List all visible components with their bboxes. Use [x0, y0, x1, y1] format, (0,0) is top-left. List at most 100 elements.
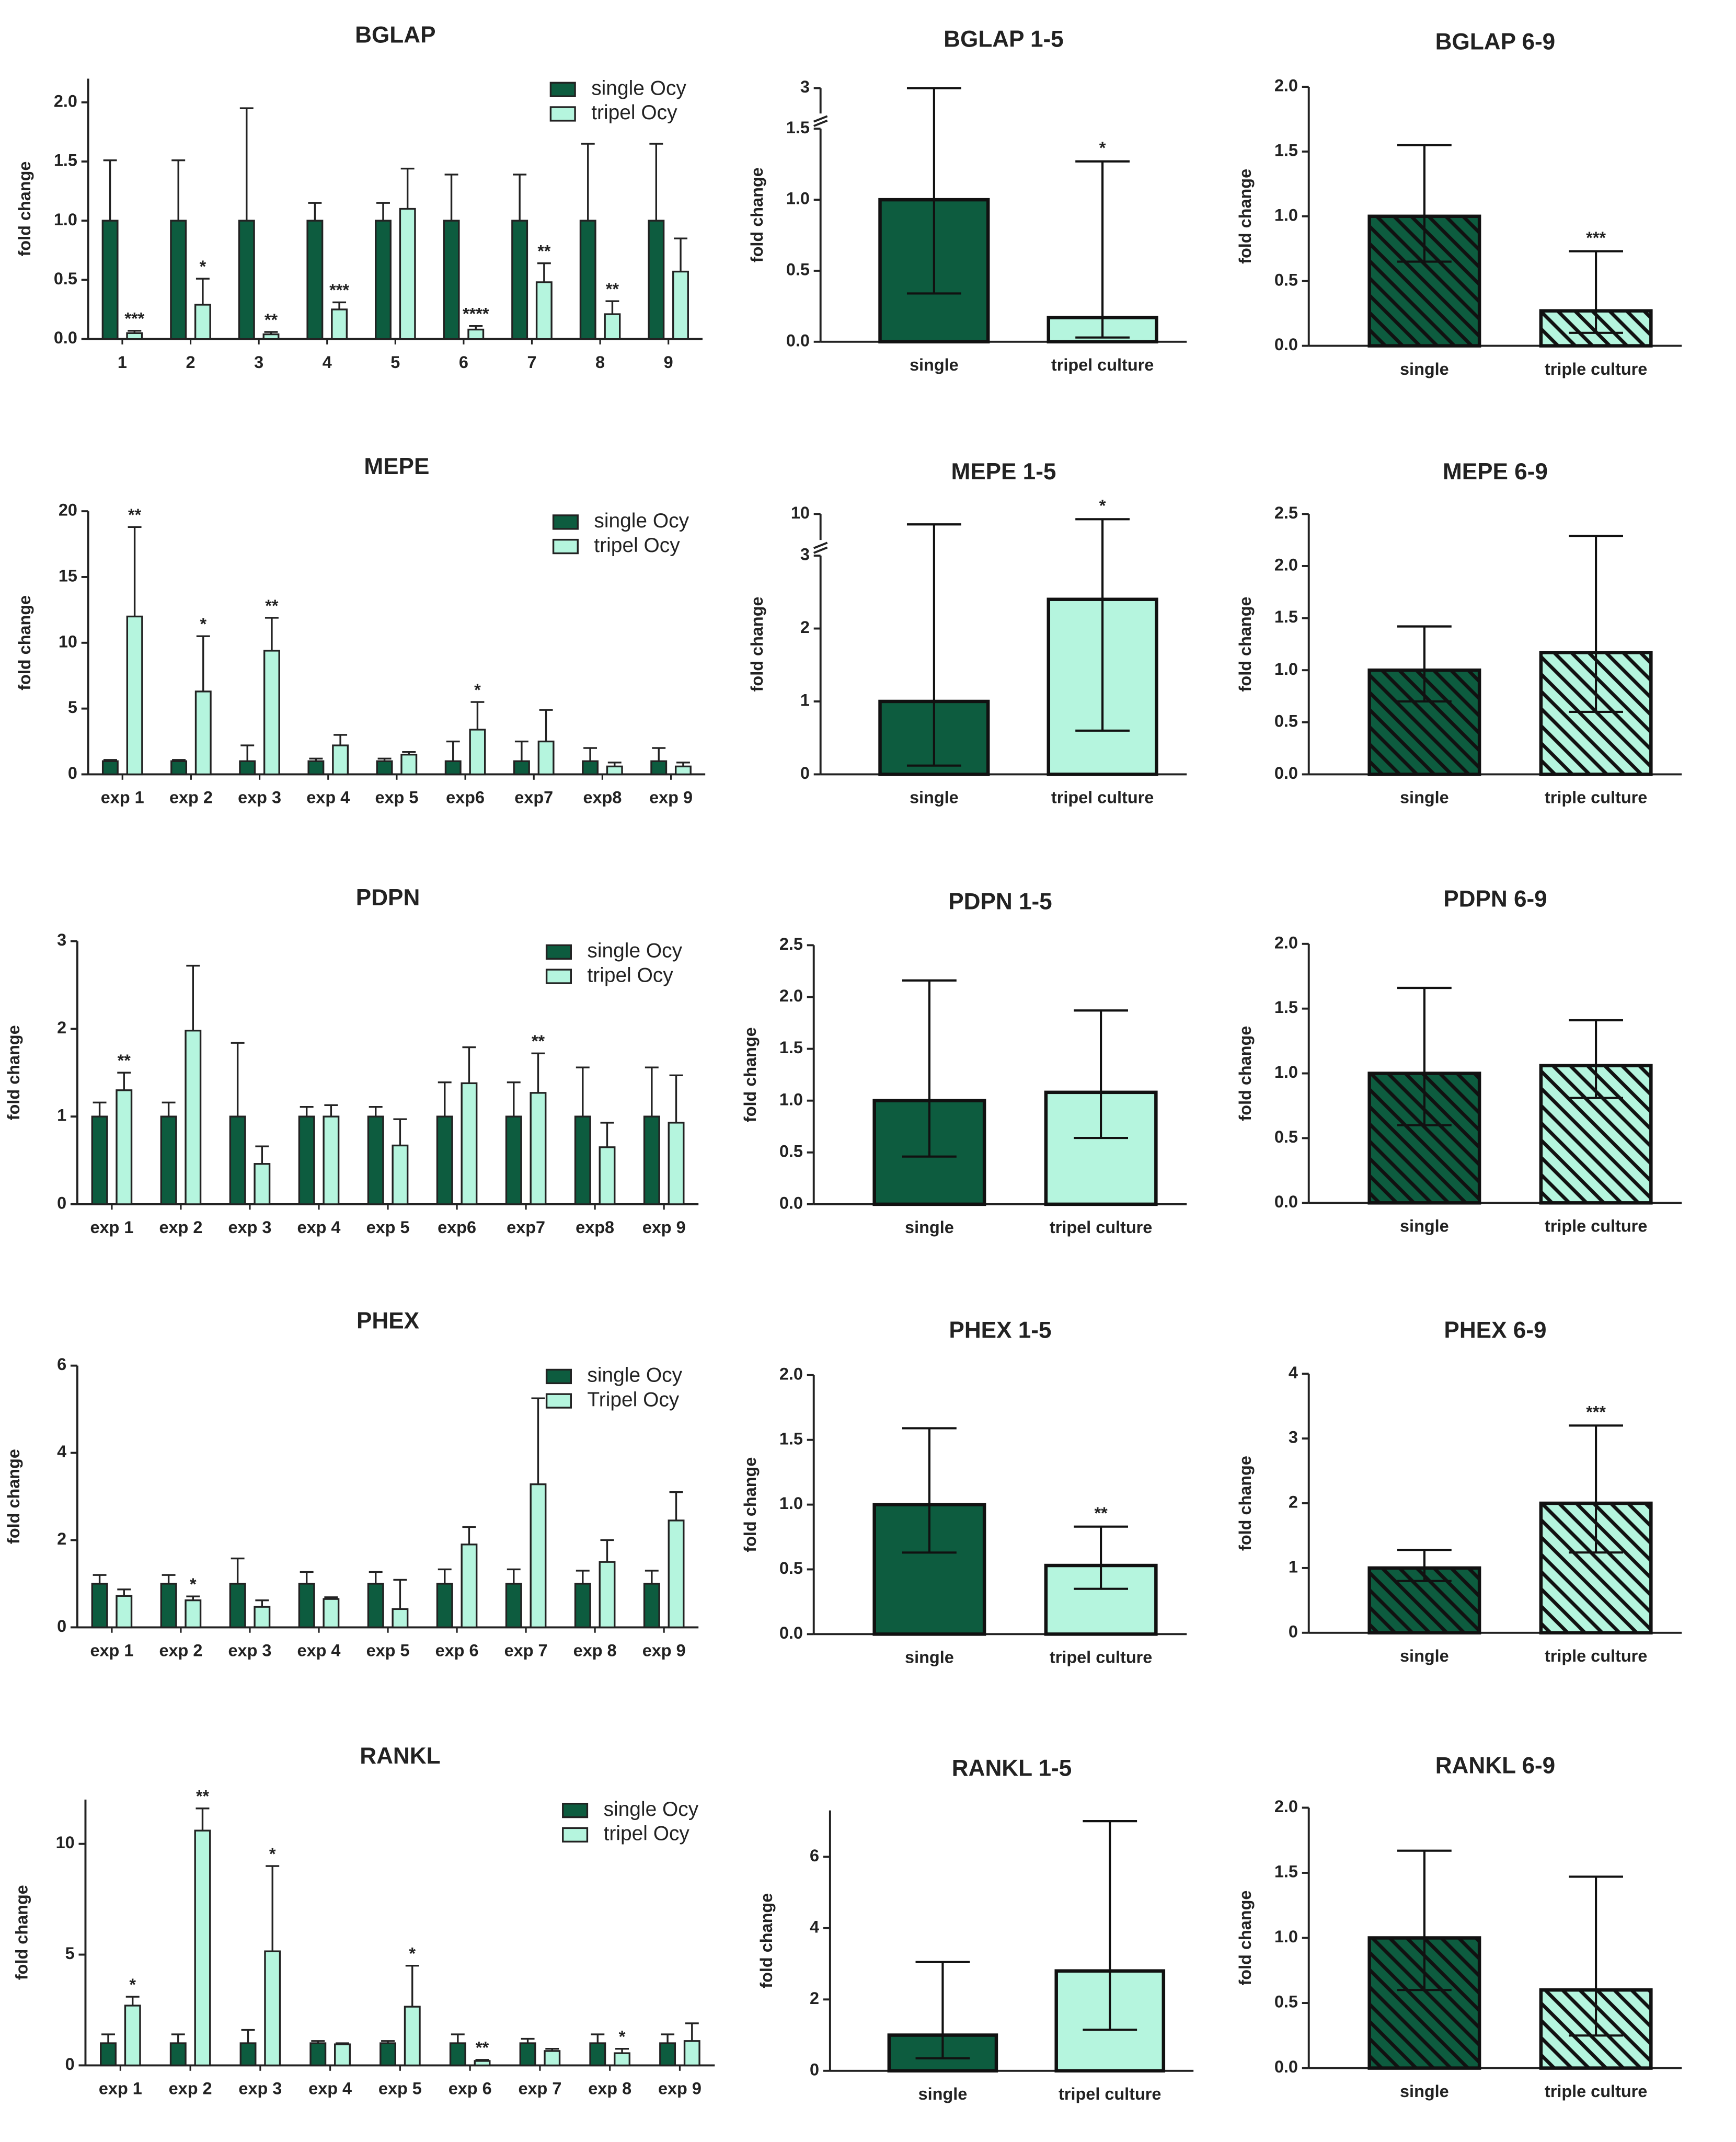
x-tick-label: exp 3 [238, 2079, 282, 2098]
error-bar-upper [915, 1961, 970, 2035]
error-bar-upper [1074, 1009, 1128, 1092]
error-bar [507, 1568, 521, 1584]
error-bar [685, 2022, 699, 2041]
y-tick-label: 15 [59, 567, 77, 585]
error-bar-lower [1569, 1990, 1623, 2037]
bar [505, 1583, 522, 1629]
bar [100, 2042, 117, 2067]
y-tick-label: 0 [810, 2060, 819, 2079]
x-tick-label: 4 [323, 353, 332, 372]
bar [505, 1115, 522, 1205]
bar [461, 1082, 478, 1205]
x-tick-label: exp 2 [169, 2079, 212, 2098]
error-bar [128, 330, 142, 333]
x-tick-label: single [1400, 2082, 1449, 2101]
error-bar-lower [1074, 1092, 1128, 1139]
x-tick-label: exp 2 [159, 1218, 202, 1237]
x-tick-label: triple culture [1545, 1646, 1647, 1665]
bar [511, 220, 528, 340]
bar [116, 1595, 133, 1629]
error-bar [531, 1052, 545, 1093]
y-tick-label: 0.0 [1274, 764, 1298, 782]
y-axis-label: fold change [1236, 1891, 1255, 1986]
y-tick-label: 0.5 [1274, 1993, 1298, 2011]
y-axis-label: fold change [15, 595, 34, 690]
legend-label: single Ocy [587, 940, 682, 962]
error-bar [645, 1570, 659, 1584]
error-bar [462, 1526, 476, 1545]
legend-swatch [545, 944, 572, 960]
error-bar [583, 747, 597, 762]
error-bar [521, 2037, 535, 2044]
y-tick-label: 1 [57, 1106, 66, 1125]
significance: * [200, 257, 206, 276]
error-bar [469, 325, 483, 330]
legend-label: single Ocy [591, 77, 686, 100]
significance: * [619, 2027, 626, 2046]
x-tick-label: exp 5 [366, 1218, 410, 1237]
y-tick-label: 6 [57, 1355, 66, 1374]
x-tick-label: tripel culture [1050, 1218, 1152, 1237]
y-tick-label: 1.0 [786, 189, 810, 208]
y-tick-label: 2 [57, 1529, 66, 1548]
error-bar [231, 1042, 245, 1117]
x-tick-label: triple culture [1545, 1217, 1647, 1236]
error-bar [334, 734, 348, 746]
bar [367, 1583, 384, 1629]
y-tick-label: 2.0 [54, 91, 77, 110]
error-bar-upper [1397, 986, 1452, 1074]
bar [392, 1608, 409, 1629]
bar [194, 690, 212, 776]
x-tick-label: single [1400, 360, 1449, 378]
bar [668, 1519, 685, 1629]
significance: *** [1586, 228, 1606, 247]
y-tick-label: 0.0 [779, 1193, 803, 1212]
x-tick-label: exp6 [446, 788, 485, 807]
error-bar [531, 1397, 545, 1484]
bar [674, 765, 692, 776]
y-tick-label: 0.5 [1274, 270, 1298, 289]
x-tick-label: triple culture [1545, 2082, 1647, 2101]
y-tick-label: 1 [1289, 1557, 1298, 1576]
y-tick-label: 6 [810, 1846, 819, 1865]
significance: * [1099, 496, 1106, 515]
y-tick-label: 0.5 [1274, 1127, 1298, 1146]
axis-break [813, 542, 828, 554]
error-bar [605, 300, 619, 315]
bar [444, 760, 462, 776]
bar [519, 2042, 536, 2067]
error-bar-lower [1397, 216, 1452, 263]
x-tick-label: exp 1 [99, 2079, 142, 2098]
bar [376, 760, 393, 776]
x-tick-label: exp 5 [366, 1641, 410, 1660]
error-bar [172, 759, 186, 762]
error-bar [255, 1599, 269, 1607]
error-bar [376, 202, 390, 221]
bar [263, 650, 280, 776]
bar [399, 208, 416, 340]
bar [469, 729, 486, 776]
error-bar [255, 1145, 269, 1164]
legend-swatch [545, 969, 572, 984]
significance: ** [118, 1051, 131, 1070]
bar [101, 760, 119, 776]
bar [116, 1089, 133, 1205]
error-bar [393, 1579, 407, 1609]
bar [91, 1115, 108, 1205]
y-tick-label: 2.0 [1274, 76, 1298, 95]
error-bar [336, 2042, 349, 2045]
chart-title: PDPN 1-5 [948, 889, 1052, 915]
legend-label: tripel Ocy [594, 534, 680, 557]
error-bar-upper [1569, 535, 1623, 653]
error-bar [513, 174, 527, 221]
x-tick-label: exp 2 [159, 1641, 202, 1660]
error-bar-lower [1397, 1073, 1452, 1126]
error-bar-lower [1569, 1065, 1623, 1099]
error-bar [266, 1865, 280, 1952]
error-bar [103, 159, 117, 221]
error-bar [402, 751, 416, 755]
error-bar-upper [1075, 518, 1130, 600]
y-tick-label: 1.5 [786, 118, 810, 137]
y-tick-label: 1 [800, 691, 810, 710]
error-bar [537, 262, 551, 282]
